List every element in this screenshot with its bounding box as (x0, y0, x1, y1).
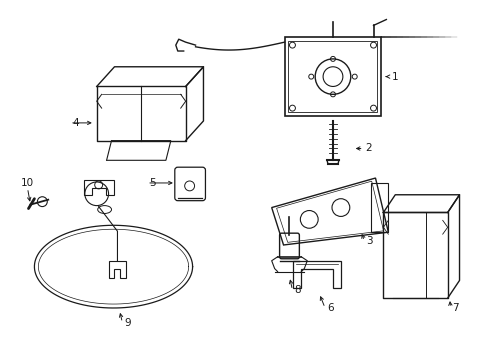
Bar (288, 41, 377, 112)
Text: 8: 8 (294, 285, 301, 295)
Text: 3: 3 (366, 236, 372, 246)
Text: 6: 6 (326, 303, 333, 313)
Text: 5: 5 (149, 178, 155, 188)
Bar (284, 37, 381, 116)
Text: 7: 7 (452, 303, 458, 313)
Text: 2: 2 (365, 144, 371, 153)
Text: 9: 9 (124, 318, 131, 328)
Text: 4: 4 (72, 118, 79, 128)
Text: 1: 1 (390, 72, 397, 82)
Text: 10: 10 (20, 178, 34, 188)
